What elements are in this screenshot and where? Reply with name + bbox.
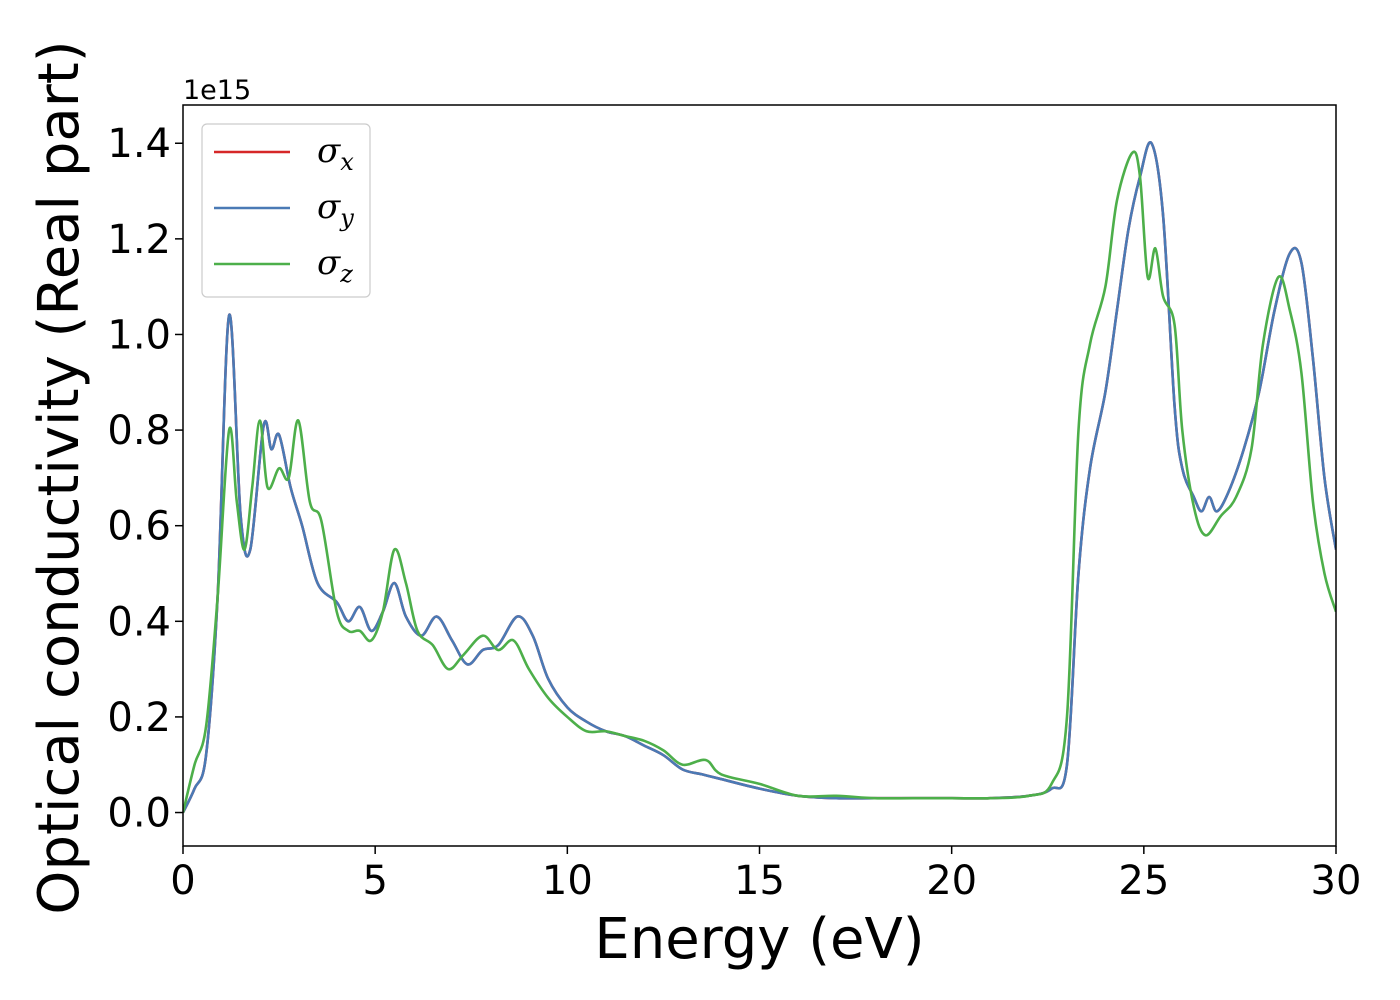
y-tick-label: 1.2 xyxy=(107,217,171,263)
x-tick-label: 25 xyxy=(1118,858,1169,904)
y-tick-label: 0.6 xyxy=(107,504,171,550)
y-axis: 0.0 0.2 0.4 0.6 0.8 1.0 1.2 1.4 xyxy=(107,121,183,837)
series-layer xyxy=(183,140,1336,814)
y-tick-label: 0.0 xyxy=(107,791,171,837)
series-line-sigma-y xyxy=(183,140,1336,814)
series-line-sigma-z xyxy=(183,150,1336,813)
x-tick-label: 0 xyxy=(170,858,195,904)
y-tick-label: 0.4 xyxy=(107,599,171,645)
x-tick-label: 20 xyxy=(926,858,977,904)
y-axis-title: Optical conductivity (Real part) xyxy=(27,40,92,914)
x-tick-label: 15 xyxy=(734,858,785,904)
legend-label-sigma-z: σz xyxy=(317,243,353,288)
legend-label-sigma-x: σx xyxy=(317,131,354,176)
x-tick-label: 30 xyxy=(1311,858,1362,904)
y-offset-label: 1e15 xyxy=(183,75,251,106)
y-tick-label: 0.8 xyxy=(107,408,171,454)
x-axis-title: Energy (eV) xyxy=(594,907,924,972)
y-tick-label: 1.4 xyxy=(107,121,171,167)
legend-box xyxy=(201,123,371,298)
x-tick-label: 5 xyxy=(362,858,387,904)
legend: σx σy σz xyxy=(201,123,371,298)
y-tick-label: 1.0 xyxy=(107,312,171,358)
y-tick-label: 0.2 xyxy=(107,695,171,741)
legend-label-sigma-y: σy xyxy=(317,187,354,232)
x-axis: 0 5 10 15 20 25 30 xyxy=(170,846,1361,904)
x-tick-label: 10 xyxy=(542,858,593,904)
